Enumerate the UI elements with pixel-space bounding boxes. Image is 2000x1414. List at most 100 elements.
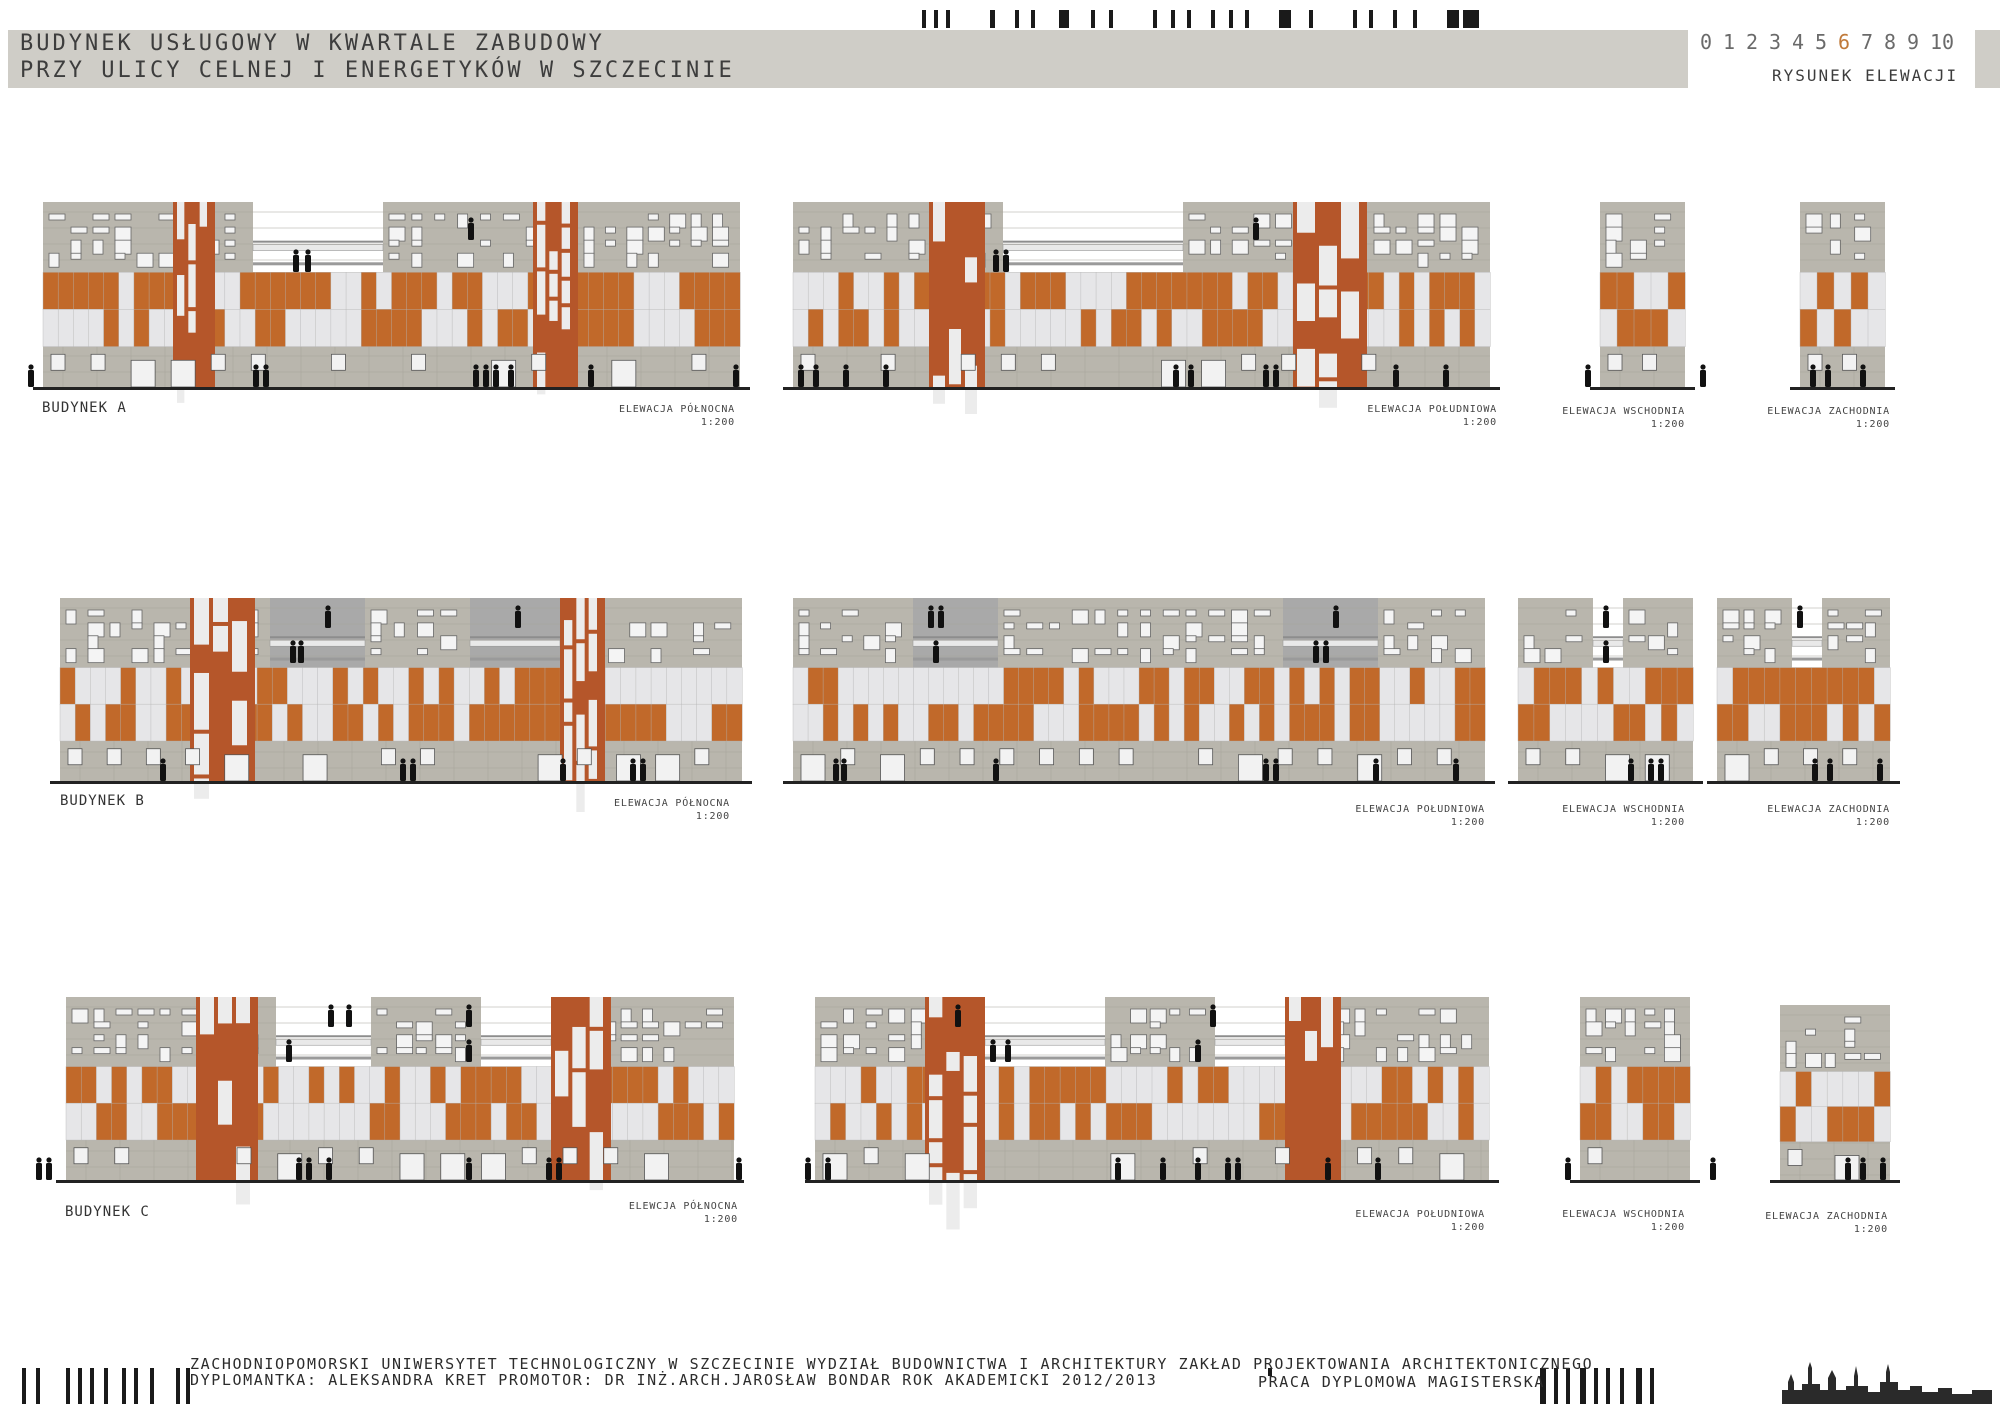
copper-panel [512, 309, 529, 347]
window [1785, 1052, 1797, 1068]
barcode-bar [990, 10, 995, 28]
glass-panel [347, 667, 364, 705]
glass-panel [1379, 703, 1396, 742]
window [800, 353, 816, 371]
window [1654, 239, 1666, 247]
copper-panel [1616, 272, 1635, 310]
window [1317, 748, 1333, 766]
glass-panel [490, 1102, 507, 1141]
window [48, 252, 60, 268]
copper-panel [467, 309, 483, 347]
window [457, 213, 469, 229]
window [137, 1021, 149, 1029]
window [642, 1008, 653, 1024]
window [1417, 226, 1435, 234]
bridge-rail [470, 636, 560, 639]
window [1664, 1047, 1681, 1063]
window [388, 239, 400, 247]
copper-panel [378, 703, 394, 742]
window [820, 648, 838, 656]
glass-panel [126, 1066, 143, 1104]
copper-panel [1874, 703, 1891, 742]
window [629, 622, 647, 638]
glass-panel [868, 309, 885, 347]
glass-panel [1613, 667, 1630, 705]
person-silhouette [1860, 1157, 1866, 1180]
glass-panel [1424, 667, 1441, 705]
window [1787, 1149, 1803, 1166]
caption-label: ELEWACJA WSCHODNIA [1562, 804, 1685, 815]
window [1764, 648, 1776, 664]
copper-panel [627, 1066, 644, 1104]
person-silhouette [400, 758, 406, 781]
window [1842, 353, 1857, 371]
sheet-number-6: 6 [1838, 30, 1851, 54]
window [185, 748, 200, 766]
window [999, 748, 1015, 766]
glass-panel [323, 1102, 340, 1141]
elevation-c-south [805, 997, 1499, 1230]
copper-panel [603, 272, 620, 310]
window [1185, 622, 1203, 638]
entrance-door [880, 754, 905, 782]
copper-panel [1262, 272, 1279, 310]
copper-panel [1289, 703, 1305, 742]
window [919, 748, 935, 766]
elevation-a-north [28, 202, 750, 403]
glass-panel [293, 1102, 310, 1141]
window [820, 252, 832, 260]
copper-panel [1858, 667, 1875, 705]
person-silhouette [841, 758, 847, 781]
bridge-deck [269, 639, 366, 647]
sheet-number-5: 5 [1815, 30, 1828, 54]
person-silhouette [296, 1157, 302, 1180]
person-silhouette [1188, 364, 1194, 387]
caption-scale: 1:200 [1853, 1224, 1888, 1235]
window [712, 239, 729, 247]
copper-panel [1304, 703, 1321, 742]
glass-panel [1597, 703, 1614, 742]
copper-panel [469, 703, 485, 742]
glass-panel [657, 1066, 674, 1104]
glass-panel [1473, 1066, 1490, 1104]
copper-panel [484, 667, 501, 705]
window [1605, 1047, 1617, 1063]
glass-panel [135, 703, 152, 742]
copper-panel [1183, 667, 1200, 705]
thesis-type: PRACA DYPLOMOWA MAGISTERSKA [1258, 1373, 1546, 1391]
window [1039, 748, 1054, 766]
window [1231, 635, 1248, 643]
sheet-number-7: 7 [1861, 30, 1874, 54]
window [1231, 226, 1249, 234]
person-silhouette [1812, 758, 1818, 781]
bridge-rail [1792, 636, 1822, 639]
window [1110, 1047, 1128, 1063]
glass-panel [1811, 1106, 1828, 1142]
sheet-number-2: 2 [1746, 30, 1759, 54]
window [583, 226, 595, 242]
copper-panel [830, 1102, 847, 1141]
glass-panel [90, 703, 106, 742]
barcode-bar [1594, 1368, 1598, 1404]
glass-panel [1581, 703, 1599, 742]
glass-panel [323, 1066, 340, 1104]
copper-panel [1469, 667, 1486, 705]
window [93, 1034, 105, 1042]
copper-panel [1381, 1066, 1398, 1104]
window [1628, 609, 1646, 625]
bridge-deck [252, 244, 384, 251]
window [842, 213, 854, 229]
copper-panel [57, 272, 74, 310]
copper-panel [588, 309, 605, 347]
copper-panel [883, 703, 899, 742]
footer-line-1: ZACHODNIOPOMORSKI UNIWERSYTET TECHNOLOGI… [190, 1355, 1594, 1373]
caption-c-south: ELEWACJA POŁUDNIOWA 1:200 [1355, 1208, 1485, 1234]
barcode-bar [1211, 10, 1215, 28]
white-strip [549, 273, 558, 297]
window [1544, 648, 1562, 664]
caption-scale: 1:200 [700, 417, 735, 428]
window [1118, 748, 1134, 766]
window [603, 1147, 619, 1165]
brick-tower [1293, 202, 1367, 408]
window [137, 1034, 149, 1050]
